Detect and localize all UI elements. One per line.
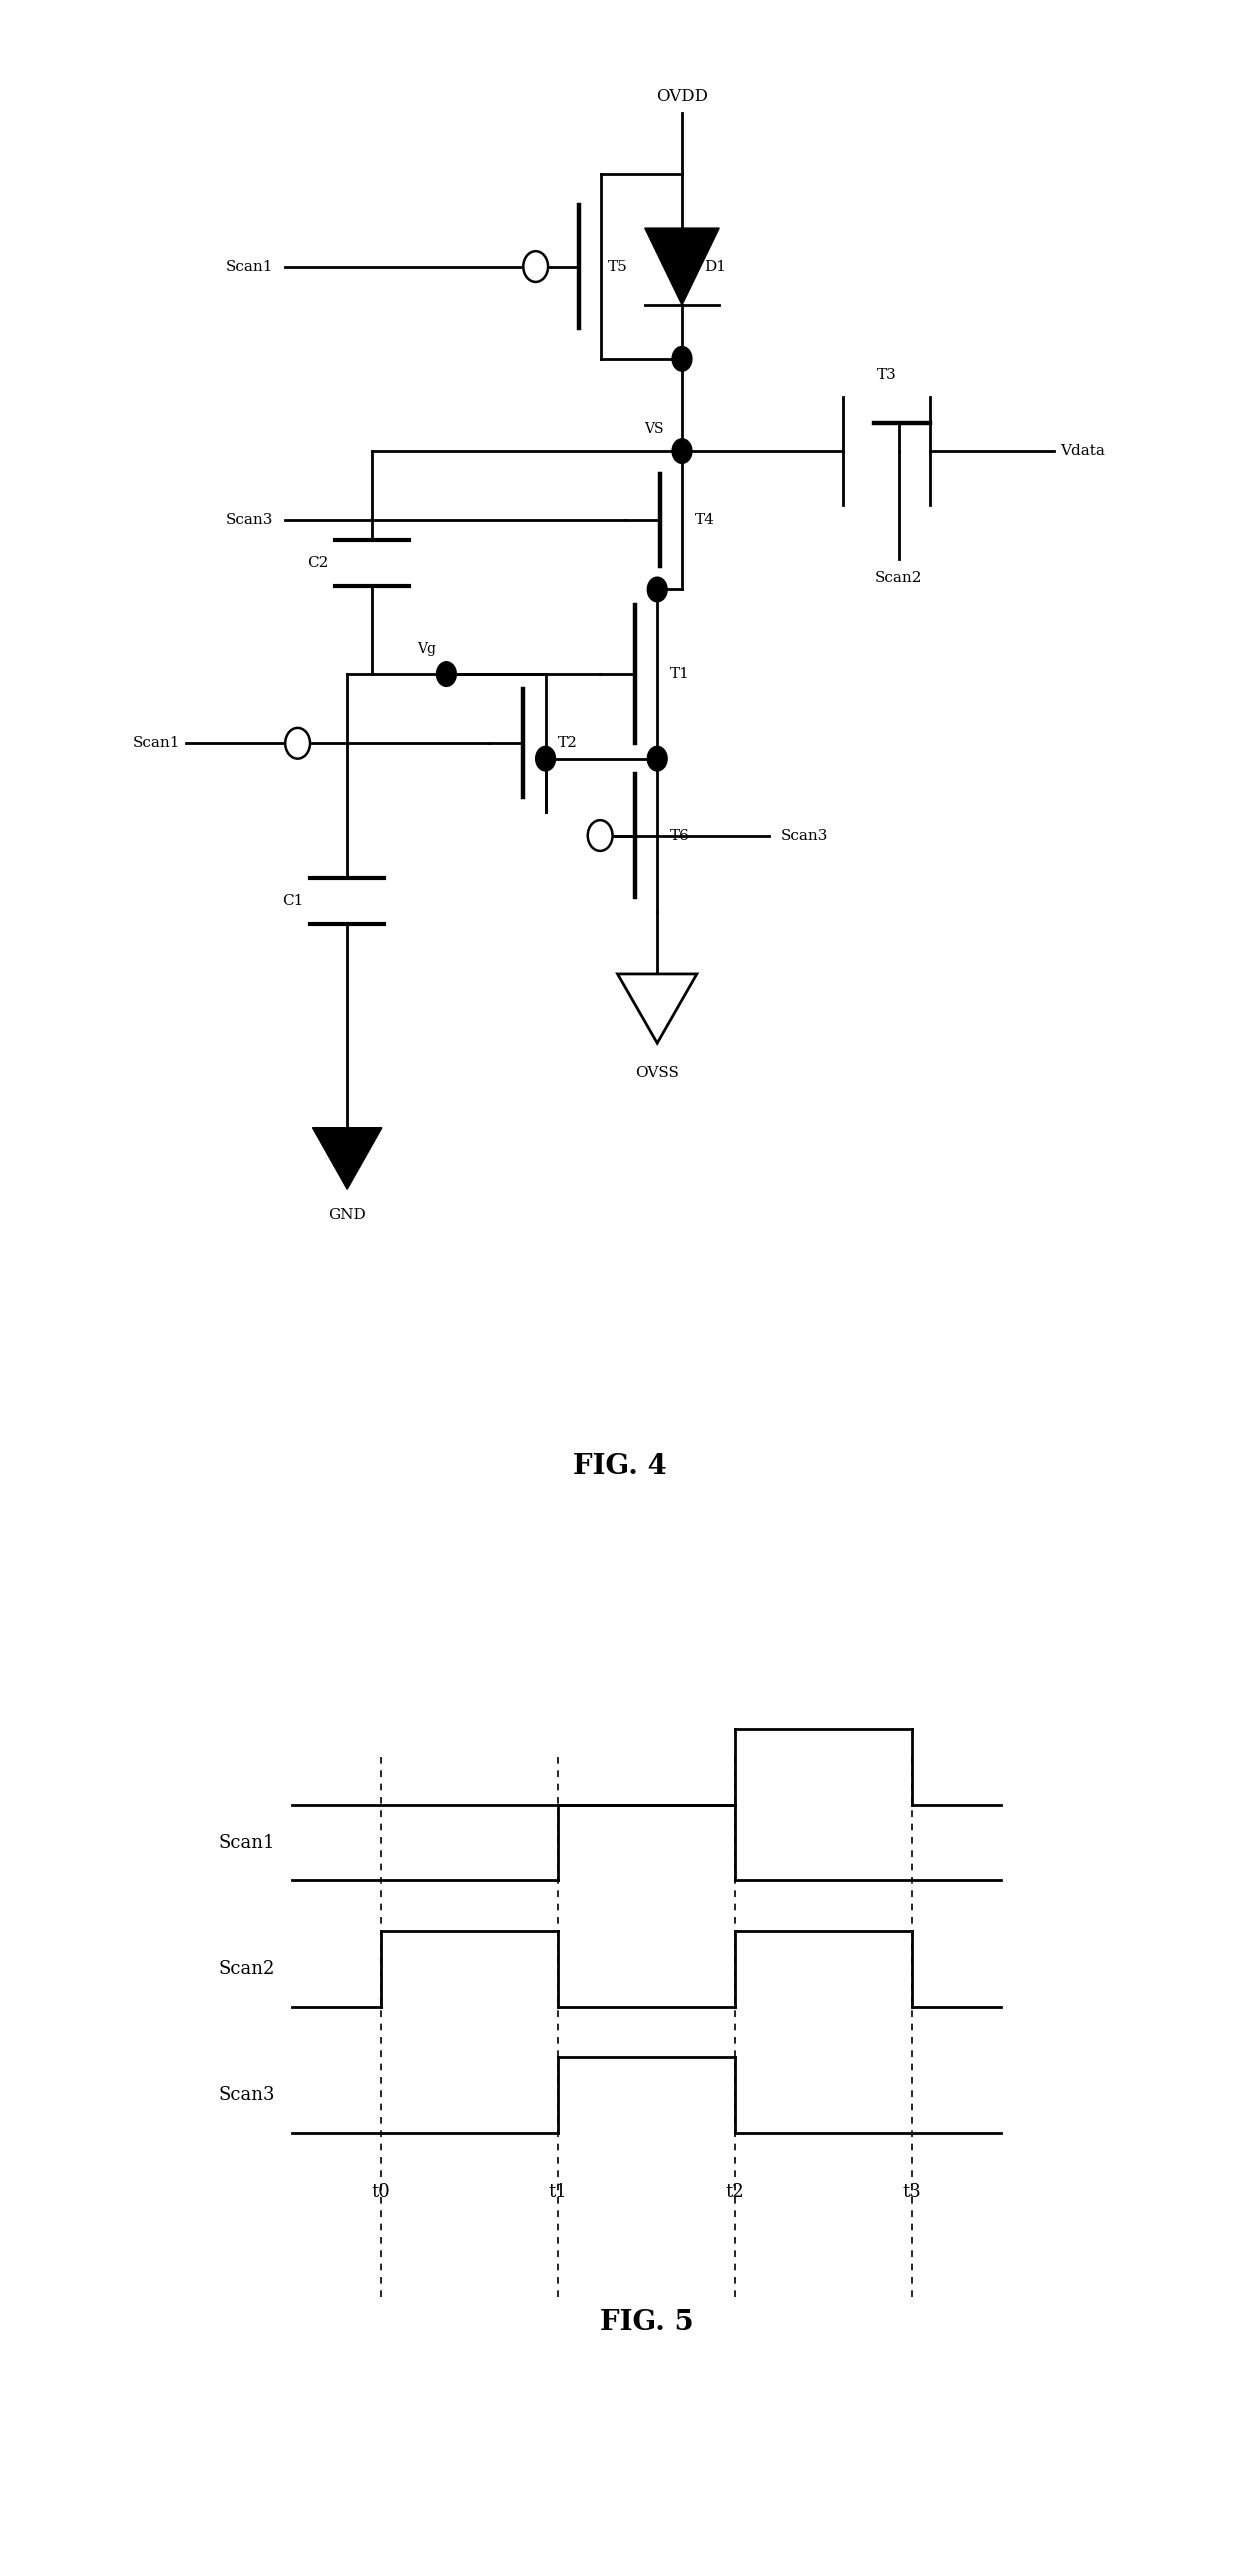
- Text: Scan1: Scan1: [133, 736, 180, 751]
- Text: D1: D1: [704, 259, 727, 274]
- Text: Scan3: Scan3: [218, 2086, 274, 2104]
- Text: T2: T2: [558, 736, 578, 751]
- Text: T3: T3: [877, 369, 897, 382]
- Text: Scan1: Scan1: [218, 1833, 274, 1850]
- Circle shape: [588, 820, 613, 851]
- Text: t1: t1: [548, 2184, 568, 2202]
- Text: t2: t2: [725, 2184, 744, 2202]
- Text: FIG. 4: FIG. 4: [573, 1453, 667, 1479]
- Text: C1: C1: [283, 894, 304, 907]
- Text: T4: T4: [694, 513, 714, 528]
- Text: C2: C2: [308, 556, 329, 569]
- Text: Scan2: Scan2: [218, 1961, 274, 1979]
- Text: FIG. 5: FIG. 5: [600, 2309, 693, 2335]
- Text: T5: T5: [608, 259, 627, 274]
- Text: Scan3: Scan3: [781, 828, 828, 843]
- Text: t0: t0: [372, 2184, 391, 2202]
- Circle shape: [672, 438, 692, 464]
- Polygon shape: [645, 228, 719, 305]
- Text: GND: GND: [329, 1207, 366, 1223]
- Circle shape: [536, 746, 556, 771]
- Text: VS: VS: [644, 423, 663, 436]
- Text: Scan2: Scan2: [875, 572, 923, 584]
- Text: OVDD: OVDD: [656, 87, 708, 105]
- Text: Scan3: Scan3: [226, 513, 273, 528]
- Text: T6: T6: [670, 828, 689, 843]
- Text: Vdata: Vdata: [1060, 443, 1105, 459]
- Circle shape: [647, 746, 667, 771]
- Circle shape: [647, 577, 667, 602]
- Text: OVSS: OVSS: [635, 1066, 680, 1079]
- Text: t3: t3: [903, 2184, 921, 2202]
- Circle shape: [672, 346, 692, 372]
- Text: Scan1: Scan1: [226, 259, 273, 274]
- Polygon shape: [312, 1128, 382, 1189]
- Polygon shape: [618, 974, 697, 1043]
- Circle shape: [523, 251, 548, 282]
- Text: Vg: Vg: [418, 641, 436, 656]
- Text: T1: T1: [670, 666, 689, 682]
- Circle shape: [285, 728, 310, 759]
- Circle shape: [436, 661, 456, 687]
